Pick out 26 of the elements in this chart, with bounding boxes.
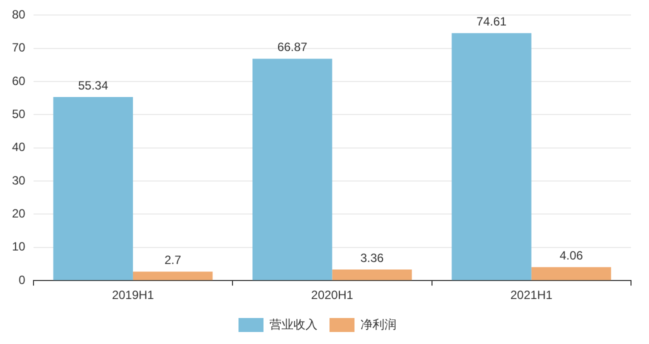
bar — [531, 267, 612, 280]
y-tick-label: 30 — [12, 173, 26, 188]
y-tick-label: 60 — [12, 74, 26, 88]
x-tick-label: 2021H1 — [510, 288, 553, 302]
y-tick-label: 20 — [12, 206, 26, 221]
y-tick-label: 70 — [12, 40, 26, 55]
y-tick-label: 50 — [12, 107, 26, 122]
bar — [53, 97, 133, 280]
bar — [452, 33, 532, 280]
data-label: 74.61 — [476, 14, 507, 28]
y-tick-label: 40 — [12, 140, 26, 154]
data-label: 3.36 — [360, 250, 384, 265]
x-tick-label: 2019H1 — [112, 288, 154, 302]
data-label: 55.34 — [78, 78, 108, 92]
y-tick-label: 80 — [12, 8, 26, 22]
legend-label: 营业收入 — [270, 317, 318, 332]
data-label: 66.87 — [277, 40, 308, 54]
y-tick-label: 0 — [18, 272, 26, 287]
y-tick-label: 10 — [12, 240, 26, 254]
data-label: 2.7 — [164, 252, 182, 267]
bar — [332, 269, 412, 280]
x-tick-label: 2020H1 — [311, 288, 354, 302]
bar — [132, 272, 213, 280]
data-label: 4.06 — [560, 248, 584, 262]
legend-label: 净利润 — [360, 317, 396, 332]
bar — [252, 58, 332, 280]
